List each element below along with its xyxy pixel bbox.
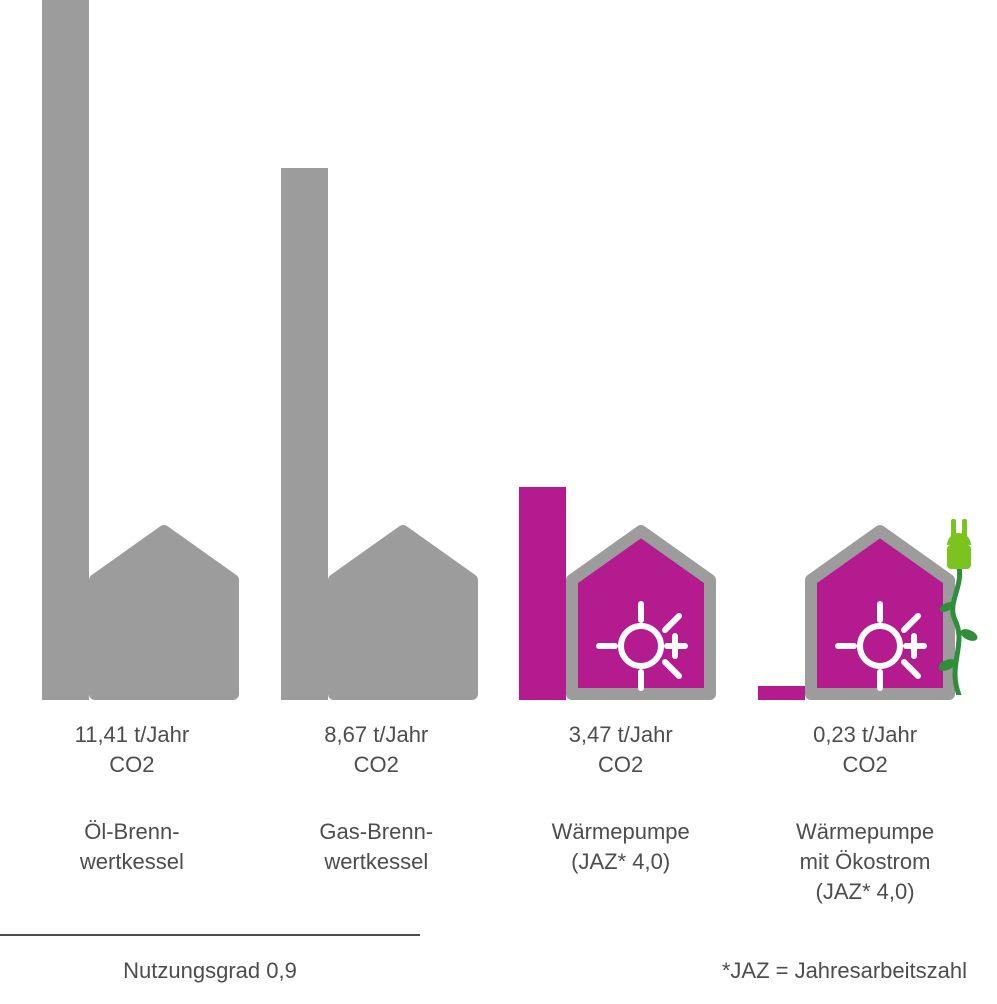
co2-comparison-chart: 11,41 t/JahrCO2Öl-Brenn-wertkessel8,67 t…	[0, 0, 997, 1004]
category-name: Wärmepumpe(JAZ* 4,0)	[508, 817, 733, 876]
category-2	[519, 487, 716, 700]
category-name-line: (JAZ* 4,0)	[753, 877, 978, 907]
category-0	[42, 0, 239, 700]
bar-1	[281, 168, 328, 700]
footnote-left: Nutzungsgrad 0,9	[0, 958, 420, 984]
house-icon	[328, 525, 478, 700]
house-heatpump-icon	[566, 525, 716, 700]
category-1	[281, 168, 478, 700]
category-name-line: wertkessel	[264, 847, 489, 877]
bars-area	[0, 0, 997, 700]
green-plug-plant-icon	[937, 515, 981, 700]
value-unit: CO2	[753, 750, 978, 780]
value-unit: CO2	[508, 750, 733, 780]
category-name-line: Öl-Brenn-	[19, 817, 244, 847]
category-3	[758, 525, 955, 700]
category-name: Wärmepumpemit Ökostrom(JAZ* 4,0)	[753, 817, 978, 906]
house-heatpump-icon	[805, 525, 955, 700]
category-name-line: (JAZ* 4,0)	[508, 847, 733, 877]
bar-2	[519, 487, 566, 700]
labels-area: 11,41 t/JahrCO2Öl-Brenn-wertkessel8,67 t…	[0, 720, 997, 906]
category-name-line: wertkessel	[19, 847, 244, 877]
footnote-divider	[0, 934, 420, 936]
value-label: 0,23 t/Jahr	[753, 720, 978, 750]
value-label: 8,67 t/Jahr	[264, 720, 489, 750]
category-name-line: mit Ökostrom	[753, 847, 978, 877]
label-col-3: 0,23 t/JahrCO2 Wärmepumpemit Ökostrom(JAZ…	[753, 720, 978, 906]
bar-3	[758, 686, 805, 700]
category-name: Öl-Brenn-wertkessel	[19, 817, 244, 876]
label-col-0: 11,41 t/JahrCO2 Öl-Brenn-wertkessel	[19, 720, 244, 906]
category-name-line: Wärmepumpe	[753, 817, 978, 847]
footnote-right: *JAZ = Jahresarbeitszahl	[722, 958, 967, 984]
value-label: 3,47 t/Jahr	[508, 720, 733, 750]
category-name-line: Gas-Brenn-	[264, 817, 489, 847]
label-col-2: 3,47 t/JahrCO2 Wärmepumpe(JAZ* 4,0)	[508, 720, 733, 906]
label-col-1: 8,67 t/JahrCO2 Gas-Brenn-wertkessel	[264, 720, 489, 906]
value-unit: CO2	[19, 750, 244, 780]
category-name: Gas-Brenn-wertkessel	[264, 817, 489, 876]
value-unit: CO2	[264, 750, 489, 780]
footnotes-area: Nutzungsgrad 0,9 *JAZ = Jahresarbeitszah…	[0, 934, 997, 1004]
category-name-line: Wärmepumpe	[508, 817, 733, 847]
house-icon	[89, 525, 239, 700]
value-label: 11,41 t/Jahr	[19, 720, 244, 750]
bar-0	[42, 0, 89, 700]
